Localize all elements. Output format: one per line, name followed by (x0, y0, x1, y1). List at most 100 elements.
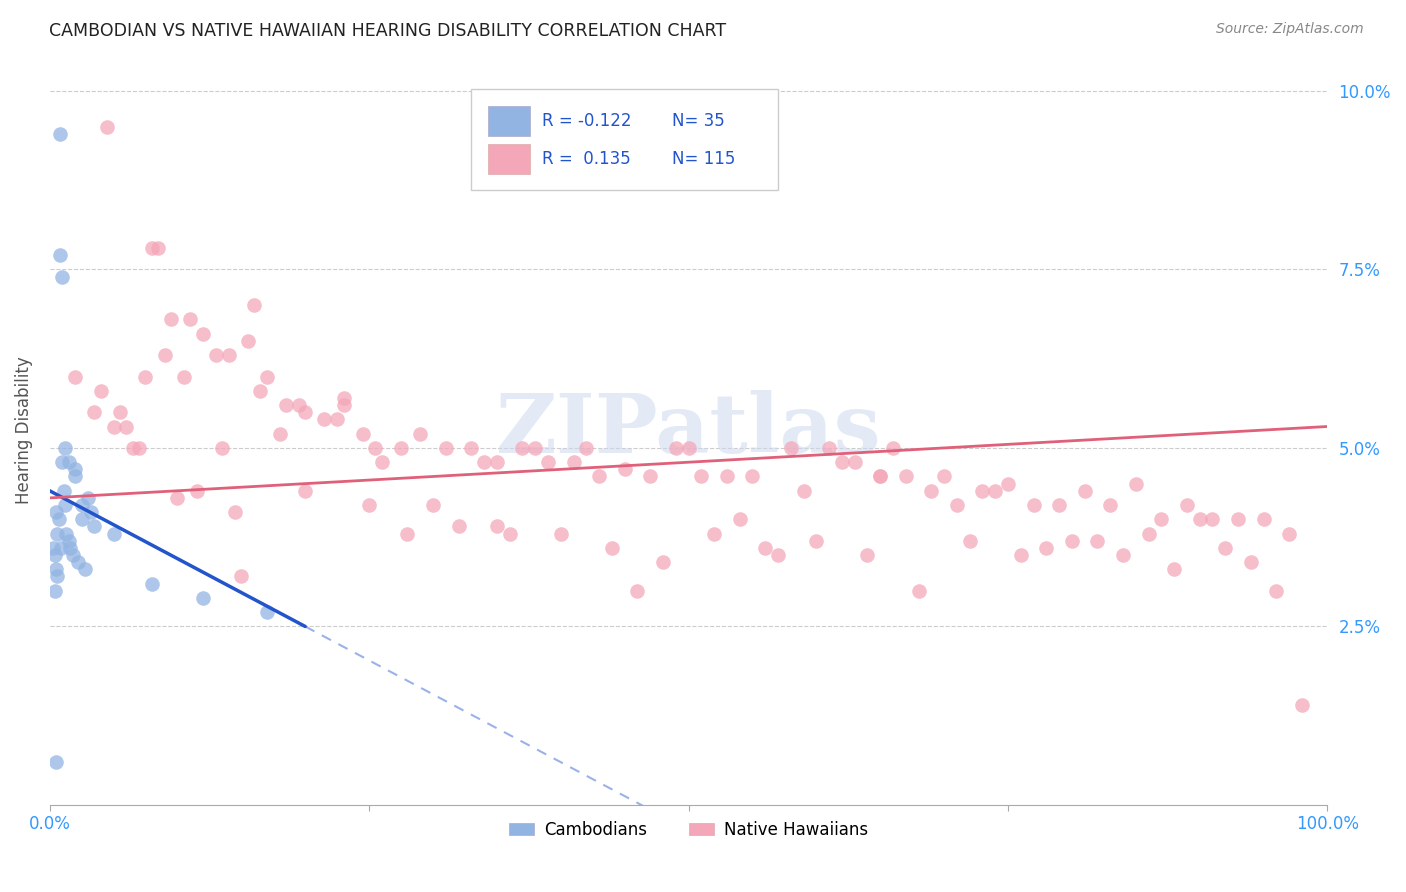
Point (537, 455, 560, 469)
Point (920, 483, 942, 498)
Point (1010, 548, 1032, 562)
Point (766, 548, 789, 562)
Point (186, 483, 208, 498)
Point (754, 541, 776, 555)
Point (103, 526, 125, 541)
Point (96, 120, 118, 134)
Point (575, 441, 598, 455)
Point (1112, 548, 1135, 562)
Point (396, 526, 419, 541)
Point (1253, 512, 1275, 526)
Point (79, 505, 101, 519)
Point (45, 562, 67, 576)
Point (332, 398, 354, 412)
Point (53, 441, 76, 455)
Point (148, 241, 170, 255)
Point (55, 526, 77, 541)
Point (45, 505, 67, 519)
Point (44, 548, 66, 562)
Point (638, 469, 661, 483)
Point (626, 583, 648, 598)
Point (173, 369, 195, 384)
Point (1099, 498, 1122, 512)
Point (792, 483, 814, 498)
Point (460, 441, 482, 455)
Point (51, 541, 73, 555)
Text: R =  0.135: R = 0.135 (541, 150, 630, 168)
Point (42, 541, 65, 555)
Point (562, 455, 585, 469)
Point (728, 512, 751, 526)
Point (294, 405, 316, 419)
Point (48, 512, 70, 526)
Point (352, 426, 374, 441)
FancyBboxPatch shape (471, 89, 778, 190)
Point (1022, 498, 1045, 512)
Point (1163, 562, 1185, 576)
Point (249, 384, 271, 398)
Point (844, 455, 866, 469)
Point (59, 541, 82, 555)
Point (179, 312, 201, 326)
Point (984, 483, 1007, 498)
Point (326, 412, 349, 426)
Point (224, 505, 246, 519)
Point (62, 548, 84, 562)
Point (256, 369, 278, 384)
Point (485, 519, 508, 533)
Point (160, 312, 183, 326)
Point (512, 441, 534, 455)
Point (141, 241, 163, 255)
Point (166, 491, 188, 505)
Point (49, 248, 72, 262)
Point (52, 483, 75, 498)
Point (946, 498, 969, 512)
Point (121, 441, 143, 455)
Point (83, 519, 105, 533)
Point (359, 498, 381, 512)
Point (1240, 555, 1263, 569)
Y-axis label: Hearing Disability: Hearing Disability (15, 356, 32, 504)
Point (191, 591, 214, 605)
Point (211, 441, 233, 455)
Point (70, 512, 93, 526)
Point (932, 469, 955, 483)
Point (779, 441, 801, 455)
Point (66, 555, 89, 569)
Point (269, 426, 291, 441)
Point (231, 569, 253, 583)
Point (44, 583, 66, 598)
Point (1291, 698, 1313, 712)
Text: CAMBODIAN VS NATIVE HAWAIIAN HEARING DISABILITY CORRELATION CHART: CAMBODIAN VS NATIVE HAWAIIAN HEARING DIS… (49, 22, 727, 40)
Point (869, 469, 891, 483)
Point (997, 476, 1019, 491)
Point (46, 526, 69, 541)
Point (1125, 476, 1147, 491)
Point (1150, 512, 1173, 526)
Point (65, 369, 87, 384)
Point (65, 469, 87, 483)
Point (134, 369, 156, 384)
Point (831, 455, 853, 469)
Point (1265, 583, 1288, 598)
Point (51, 269, 73, 284)
Point (103, 419, 125, 434)
Point (485, 455, 508, 469)
Point (191, 326, 214, 341)
Point (1226, 512, 1249, 526)
Text: R = -0.122: R = -0.122 (541, 112, 631, 130)
Point (652, 555, 675, 569)
Point (894, 469, 917, 483)
Point (274, 398, 297, 412)
Point (58, 533, 80, 548)
Point (1188, 512, 1211, 526)
Point (77, 491, 100, 505)
Point (75, 562, 97, 576)
Point (51, 455, 73, 469)
Point (294, 483, 316, 498)
Text: N= 115: N= 115 (672, 150, 735, 168)
Point (907, 583, 929, 598)
Point (332, 391, 354, 405)
Point (422, 498, 444, 512)
Point (243, 298, 266, 312)
